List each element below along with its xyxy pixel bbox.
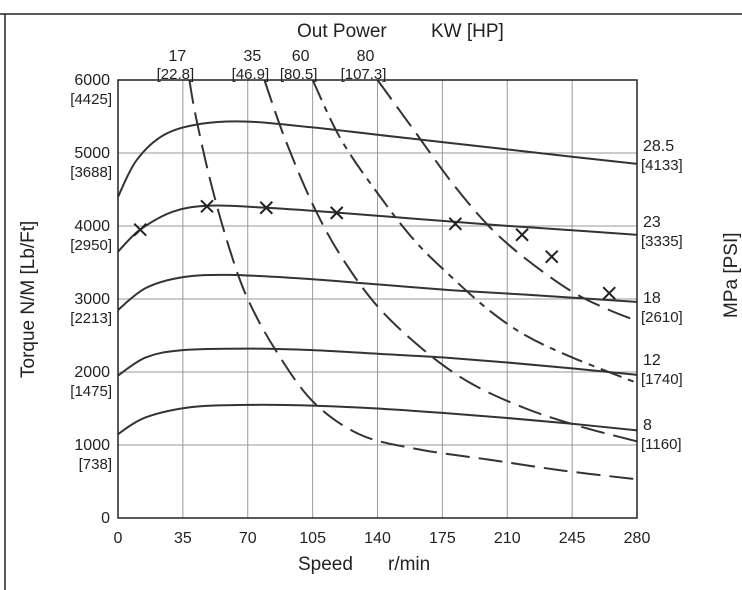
y-tick-label: 5000 [74, 145, 110, 162]
grid-lines [118, 80, 637, 518]
y-tick-label: 3000 [74, 291, 110, 308]
pressure-curves [117, 120, 638, 435]
pressure-curve [117, 347, 638, 377]
power-curve [188, 79, 638, 481]
x-marker [545, 249, 559, 264]
x-tick-label: 0 [114, 530, 123, 547]
y-tick-sublabel: [1475] [70, 383, 112, 400]
y-tick-sublabel: [2950] [70, 237, 112, 254]
x-tick-label: 280 [624, 530, 651, 547]
pressure-curve [117, 273, 638, 311]
power-label: 60 [292, 48, 310, 65]
power-label: 17 [168, 48, 186, 65]
axis-labels: 0 35 70 105 140 175 210 245 280 0 1000 [738] 2000 [14… [70, 48, 682, 547]
top-title: Out Power [297, 21, 387, 42]
y-tick-label: 1000 [74, 437, 110, 454]
pressure-sublabel: [4133] [641, 157, 683, 174]
power-curve [311, 79, 638, 384]
x-tick-label: 210 [494, 530, 521, 547]
x-tick-label: 35 [174, 530, 192, 547]
y-tick-label: 6000 [74, 72, 110, 89]
x-marker [259, 201, 273, 215]
y-tick-sublabel: [738] [79, 456, 112, 473]
pressure-label: 28.5 [643, 138, 674, 155]
y-tick-sublabel: [3688] [70, 164, 112, 181]
power-sublabel: [107.3] [341, 66, 387, 83]
x-marker [330, 206, 344, 220]
x-tick-label: 175 [429, 530, 456, 547]
power-label: 80 [357, 48, 375, 65]
x-marker [200, 199, 214, 213]
pressure-sublabel: [1160] [641, 436, 682, 453]
pressure-curve [117, 403, 638, 435]
pressure-curve [117, 120, 638, 198]
x-axis-title: Speed [298, 554, 353, 575]
x-tick-label: 70 [239, 530, 257, 547]
pressure-sublabel: [2610] [641, 309, 683, 326]
pressure-label: 18 [643, 290, 661, 307]
pressure-label: 12 [643, 352, 661, 369]
power-sublabel: [80.5] [280, 66, 318, 83]
x-marker [133, 222, 147, 237]
power-curves [188, 79, 638, 481]
x-marker [448, 217, 463, 231]
plot-frame [117, 79, 638, 519]
x-marker [602, 286, 616, 300]
x-tick-label: 140 [364, 530, 391, 547]
x-marker [515, 228, 529, 242]
y-axis-right-title: MPa [PSI] [721, 232, 742, 318]
y-axis-left-title: Torque N/M [Lb/Ft] [18, 221, 39, 378]
top-unit: KW [HP] [431, 21, 504, 42]
pressure-label: 8 [643, 417, 652, 434]
y-tick-sublabel: [2213] [70, 310, 112, 327]
power-label: 35 [244, 48, 262, 65]
pressure-sublabel: [3335] [641, 233, 683, 250]
power-sublabel: [46.9] [232, 66, 270, 83]
x-tick-label: 245 [559, 530, 586, 547]
power-sublabel: [22.8] [157, 66, 195, 83]
y-tick-label: 0 [101, 510, 110, 527]
x-tick-label: 105 [299, 530, 326, 547]
x-axis-unit: r/min [388, 554, 430, 575]
max-markers [133, 199, 616, 300]
pressure-label: 23 [643, 214, 661, 231]
pressure-sublabel: [1740] [641, 371, 683, 388]
power-curve [376, 79, 638, 322]
pressure-curve [117, 204, 638, 253]
power-curve [263, 79, 638, 443]
y-tick-label: 2000 [74, 364, 110, 381]
y-tick-label: 4000 [74, 218, 110, 235]
y-tick-sublabel: [4425] [70, 91, 112, 108]
